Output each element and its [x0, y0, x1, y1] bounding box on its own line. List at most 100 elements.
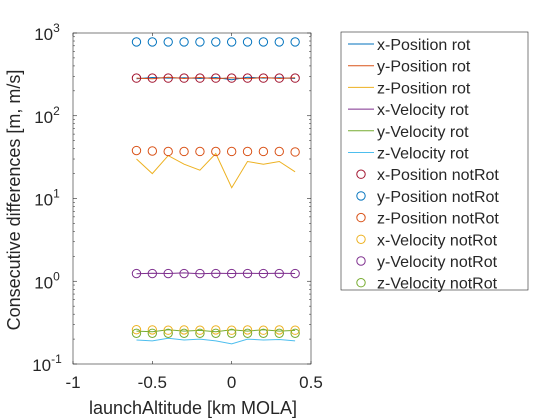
data-point [258, 268, 269, 279]
series-layer [131, 37, 300, 345]
series-z-position-rot [136, 152, 296, 189]
x-tick-label: -1 [65, 373, 80, 392]
legend-label: x-Velocity rot [377, 102, 469, 119]
data-point [195, 146, 205, 157]
data-point [242, 146, 253, 157]
data-point [163, 73, 173, 83]
x-tick-label: -0.5 [138, 373, 167, 392]
series-line [136, 76, 296, 80]
data-point [163, 37, 173, 47]
data-point [258, 146, 269, 157]
legend-swatch-marker [356, 278, 366, 288]
data-point [258, 73, 269, 83]
legend-swatch-marker [356, 256, 366, 266]
data-point [131, 73, 142, 83]
x-axis-ticks: -1 -0.5 0 0.5 [65, 33, 323, 392]
legend-label: z-Velocity notRot [377, 276, 498, 293]
series-z-velocity-notrot [131, 328, 300, 338]
data-point [242, 268, 253, 279]
data-point [131, 328, 142, 338]
data-point [147, 73, 158, 83]
data-point [195, 37, 205, 47]
data-point [258, 325, 269, 335]
legend-label: z-Position notRot [377, 211, 499, 228]
legend-label: y-Position notRot [377, 189, 499, 206]
legend-swatch-marker [356, 191, 366, 201]
data-point [226, 146, 237, 157]
data-point [179, 73, 189, 83]
data-point [211, 73, 221, 83]
data-point [274, 73, 284, 83]
data-point [211, 37, 221, 47]
data-point [242, 73, 253, 83]
data-point [195, 328, 205, 338]
legend-label: x-Position rot [377, 37, 471, 54]
data-point [226, 37, 237, 47]
data-point [290, 37, 300, 47]
legend-label: y-Position rot [377, 59, 471, 76]
series-y-position-rot [136, 76, 296, 80]
data-point [242, 325, 253, 335]
data-point [211, 146, 221, 157]
data-point [211, 268, 221, 279]
data-point [274, 328, 284, 338]
data-point [179, 328, 189, 338]
data-point [290, 147, 300, 157]
series-line [136, 337, 296, 345]
data-point [274, 268, 284, 279]
data-point [226, 268, 237, 279]
legend: x-Position rot y-Position rot z-Position r… [340, 31, 529, 293]
series-line [136, 272, 296, 275]
legend-swatch-marker [356, 234, 366, 245]
data-point [290, 268, 300, 279]
data-point [131, 37, 142, 47]
series-line [136, 152, 296, 189]
axes-box [72, 32, 312, 365]
data-point [226, 73, 237, 83]
x-tick-label: 0.5 [299, 373, 323, 392]
series-x-position-notrot [131, 73, 300, 83]
data-point [211, 325, 221, 335]
data-point [195, 73, 205, 83]
data-point [211, 328, 221, 338]
data-point [258, 328, 269, 338]
data-point [179, 268, 189, 279]
data-point [274, 325, 284, 335]
data-point [147, 325, 158, 335]
data-point [163, 268, 173, 279]
legend-label: y-Velocity notRot [377, 254, 498, 271]
data-point [179, 146, 189, 157]
legend-label: x-Position notRot [377, 167, 499, 184]
series-y-position-notrot [131, 37, 300, 47]
data-point [226, 328, 237, 338]
data-point [147, 146, 158, 156]
series-line [136, 329, 296, 333]
legend-swatch-marker [356, 169, 366, 179]
data-point [290, 328, 300, 338]
data-point [131, 145, 142, 156]
data-point [274, 146, 284, 157]
legend-label: x-Velocity notRot [377, 232, 498, 249]
data-point [179, 325, 189, 335]
data-point [290, 73, 300, 83]
data-point [163, 325, 173, 335]
data-point [242, 328, 253, 338]
legend-items: x-Position rot y-Position rot z-Position r… [348, 37, 499, 293]
series-y-velocity-rot [136, 329, 296, 333]
data-point [258, 37, 269, 47]
data-point [131, 268, 142, 279]
series-y-velocity-notrot [131, 268, 300, 279]
y-axis-label: Consecutive differences [m, m/s] [4, 70, 24, 331]
x-tick-label: 0 [227, 373, 236, 392]
data-point [242, 37, 253, 47]
series-z-velocity-rot [136, 337, 296, 345]
legend-label: z-Velocity rot [377, 146, 469, 163]
legend-label: z-Position rot [377, 80, 471, 97]
series-x-velocity-rot [136, 272, 296, 275]
x-axis-label: launchAltitude [km MOLA] [89, 398, 297, 418]
data-point [131, 324, 142, 335]
data-point [147, 268, 158, 279]
series-x-velocity-notrot [131, 324, 300, 335]
